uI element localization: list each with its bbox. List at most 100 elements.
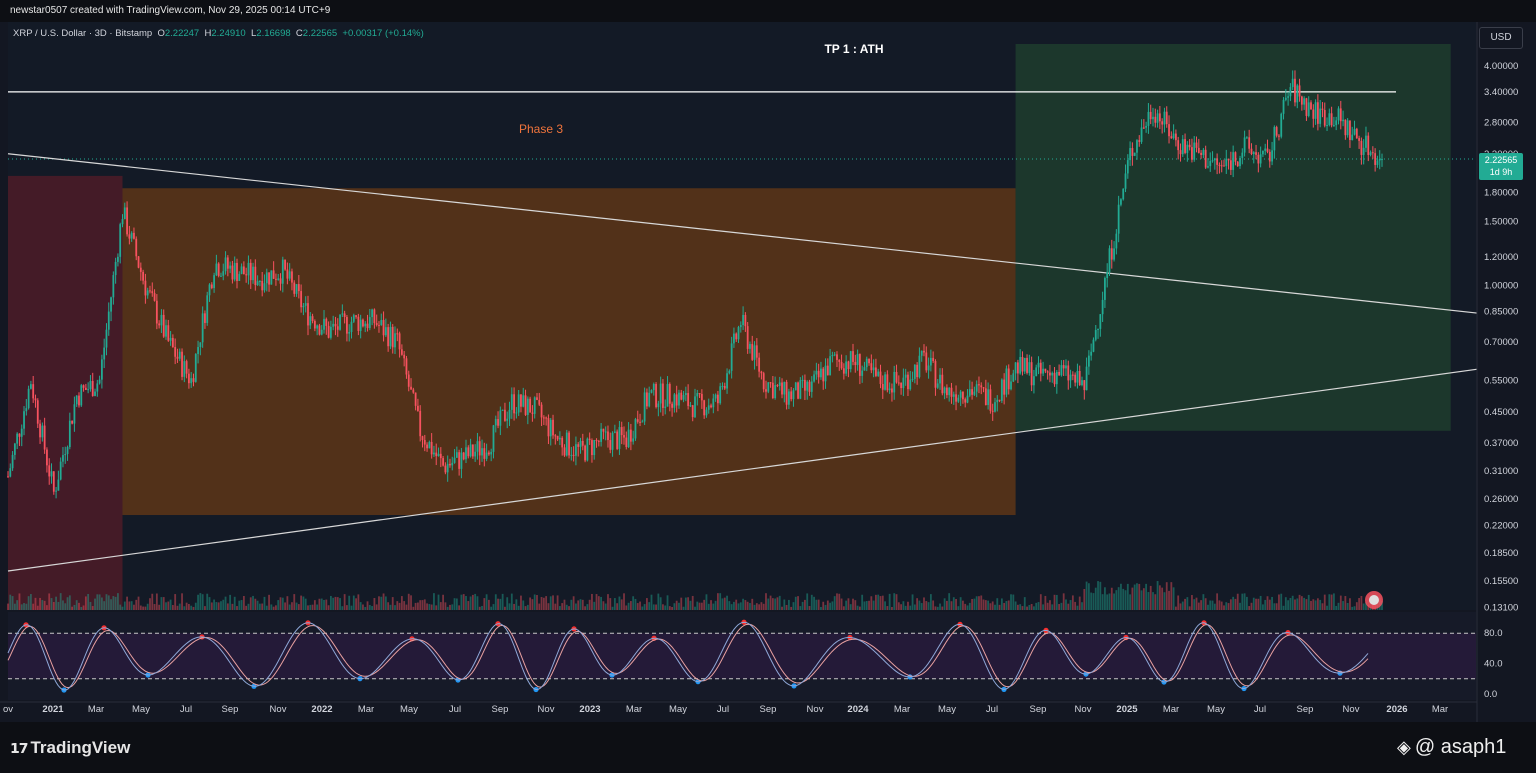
candle-body	[1294, 78, 1296, 103]
volume-bar	[439, 602, 442, 610]
volume-bar	[1209, 600, 1212, 610]
candle-body	[167, 325, 170, 341]
candle-body	[1142, 127, 1145, 129]
candle-body	[238, 273, 241, 281]
candle-body	[1239, 157, 1241, 167]
volume-bar	[59, 593, 62, 610]
volume-bar	[449, 604, 451, 610]
volume-bar	[1316, 598, 1319, 610]
volume-bar	[730, 604, 733, 610]
volume-bar	[1365, 602, 1367, 610]
volume-bar	[897, 602, 900, 610]
volume-bar	[1090, 592, 1093, 610]
tradingview-logo[interactable]: 𝟭𝟳 TradingView	[10, 738, 130, 758]
volume-bar	[893, 593, 896, 610]
x-tick-label: Jul	[986, 704, 998, 715]
candle-body	[991, 410, 994, 412]
volume-bar	[648, 602, 651, 610]
candle-body	[165, 325, 167, 337]
candle-body	[1305, 98, 1308, 116]
volume-bar	[833, 596, 836, 610]
volume-bar	[579, 599, 582, 610]
volume-bar	[171, 605, 174, 610]
candle-body	[126, 207, 128, 235]
candle-body	[11, 454, 14, 469]
candle-body	[746, 326, 749, 349]
candle-body	[1275, 127, 1278, 136]
volume-bar	[217, 602, 220, 610]
chart-container[interactable]: TP 1 : ATH Phase 3 4.00000 3.40000 2.80000 2.…	[0, 22, 1536, 722]
candle-body	[1136, 140, 1138, 153]
candle-body	[863, 367, 866, 371]
volume-bar	[275, 605, 277, 610]
candle-body	[350, 321, 353, 332]
volume-bar	[1104, 587, 1106, 610]
oscillator-signal-line	[7, 623, 1369, 689]
tradingview-brand-text: TradingView	[30, 738, 131, 757]
volume-bar	[50, 598, 53, 610]
candle-body	[1147, 111, 1150, 126]
candle-body	[781, 382, 783, 395]
candle-body	[952, 394, 955, 397]
candle-body	[536, 397, 538, 400]
candle-body	[1016, 362, 1019, 374]
volume-bar	[1179, 603, 1182, 610]
candle-body	[91, 380, 94, 396]
candle-body	[142, 271, 145, 281]
candle-body	[907, 374, 909, 390]
price-chart[interactable]: TP 1 : ATH Phase 3 4.00000 3.40000 2.80000 2.…	[0, 22, 1536, 722]
candle-body	[1115, 233, 1118, 249]
volume-bar	[240, 600, 243, 610]
volume-bar	[719, 593, 722, 610]
candle-body	[329, 326, 332, 338]
candle-body	[1252, 152, 1255, 155]
candle-body	[245, 274, 248, 276]
volume-bar	[1213, 603, 1216, 610]
volume-bar	[1241, 593, 1244, 610]
volume-bar	[284, 602, 286, 610]
volume-bar	[554, 603, 557, 610]
volume-bar	[20, 604, 23, 610]
candle-body	[94, 391, 96, 396]
symbol-info-line: XRP / U.S. Dollar · 3D · Bitstamp O2.222…	[13, 28, 424, 39]
candle-body	[964, 399, 967, 403]
volume-bar	[565, 604, 568, 610]
candle-body	[224, 257, 227, 272]
candle-body	[984, 388, 987, 405]
candle-body	[139, 267, 142, 272]
volume-bar	[1115, 590, 1118, 610]
volume-bar	[1239, 602, 1241, 610]
change-value: +0.00317 (+0.14%)	[342, 28, 424, 39]
currency-button[interactable]: USD	[1479, 27, 1523, 49]
candle-body	[100, 359, 103, 380]
volume-bar	[1307, 594, 1310, 610]
volume-bar	[687, 597, 690, 610]
candle-body	[600, 428, 603, 442]
volume-bar	[801, 601, 804, 610]
volume-bar	[414, 602, 417, 610]
volume-bar	[689, 600, 692, 610]
volume-bar	[478, 606, 481, 610]
volume-bar	[1362, 603, 1365, 610]
volume-bar	[721, 598, 724, 610]
volume-bar	[1147, 592, 1150, 610]
volume-bar	[423, 599, 426, 610]
price-axis-background	[1477, 22, 1536, 722]
volume-bar	[625, 605, 628, 610]
candle-body	[758, 357, 761, 372]
volume-bar	[30, 594, 32, 610]
candle-body	[1058, 371, 1061, 376]
candle-body	[1229, 160, 1232, 170]
volume-bar	[304, 598, 307, 610]
candle-body	[462, 452, 465, 460]
candle-body	[352, 315, 355, 322]
candle-body	[302, 305, 305, 308]
candle-body	[1129, 148, 1131, 161]
volume-bar	[359, 602, 362, 610]
volume-bar	[934, 606, 937, 610]
volume-bar	[483, 598, 486, 610]
candle-body	[259, 281, 261, 283]
volume-bar	[593, 601, 596, 610]
candle-body	[217, 263, 220, 276]
volume-bar	[1074, 601, 1077, 610]
